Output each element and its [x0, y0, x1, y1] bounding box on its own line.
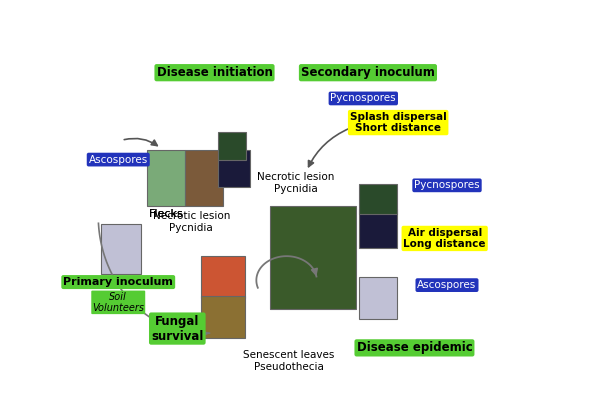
Text: Primary inoculum: Primary inoculum: [64, 277, 173, 287]
Text: Soil
Volunteers: Soil Volunteers: [92, 292, 144, 313]
Bar: [359, 277, 397, 319]
Text: Disease epidemic: Disease epidemic: [356, 342, 472, 354]
Bar: [200, 256, 245, 298]
Text: Splash dispersal
Short distance: Splash dispersal Short distance: [350, 112, 446, 133]
Text: Ascospores: Ascospores: [89, 155, 148, 165]
Text: Fungal
survival: Fungal survival: [151, 315, 203, 343]
Text: Ascospores: Ascospores: [418, 280, 476, 290]
Bar: [359, 184, 397, 214]
Text: Air dispersal
Long distance: Air dispersal Long distance: [403, 228, 486, 249]
Bar: [218, 150, 250, 187]
Text: Pycnospores: Pycnospores: [414, 180, 480, 190]
Text: Disease initiation: Disease initiation: [157, 66, 272, 79]
Bar: [101, 224, 142, 274]
Text: Secondary inoculum: Secondary inoculum: [301, 66, 435, 79]
Bar: [185, 150, 223, 206]
Text: Pycnospores: Pycnospores: [331, 94, 396, 103]
Bar: [147, 150, 185, 206]
Text: Flecks: Flecks: [149, 209, 184, 219]
Bar: [359, 209, 397, 248]
Text: Necrotic lesion
Pycnidia: Necrotic lesion Pycnidia: [257, 173, 335, 194]
Bar: [270, 206, 356, 309]
Text: Necrotic lesion
Pycnidia: Necrotic lesion Pycnidia: [152, 211, 230, 233]
Text: Flecks: Flecks: [149, 209, 184, 219]
Text: Senescent leaves
Pseudothecia: Senescent leaves Pseudothecia: [243, 350, 335, 372]
Bar: [218, 132, 246, 160]
Bar: [200, 296, 245, 338]
